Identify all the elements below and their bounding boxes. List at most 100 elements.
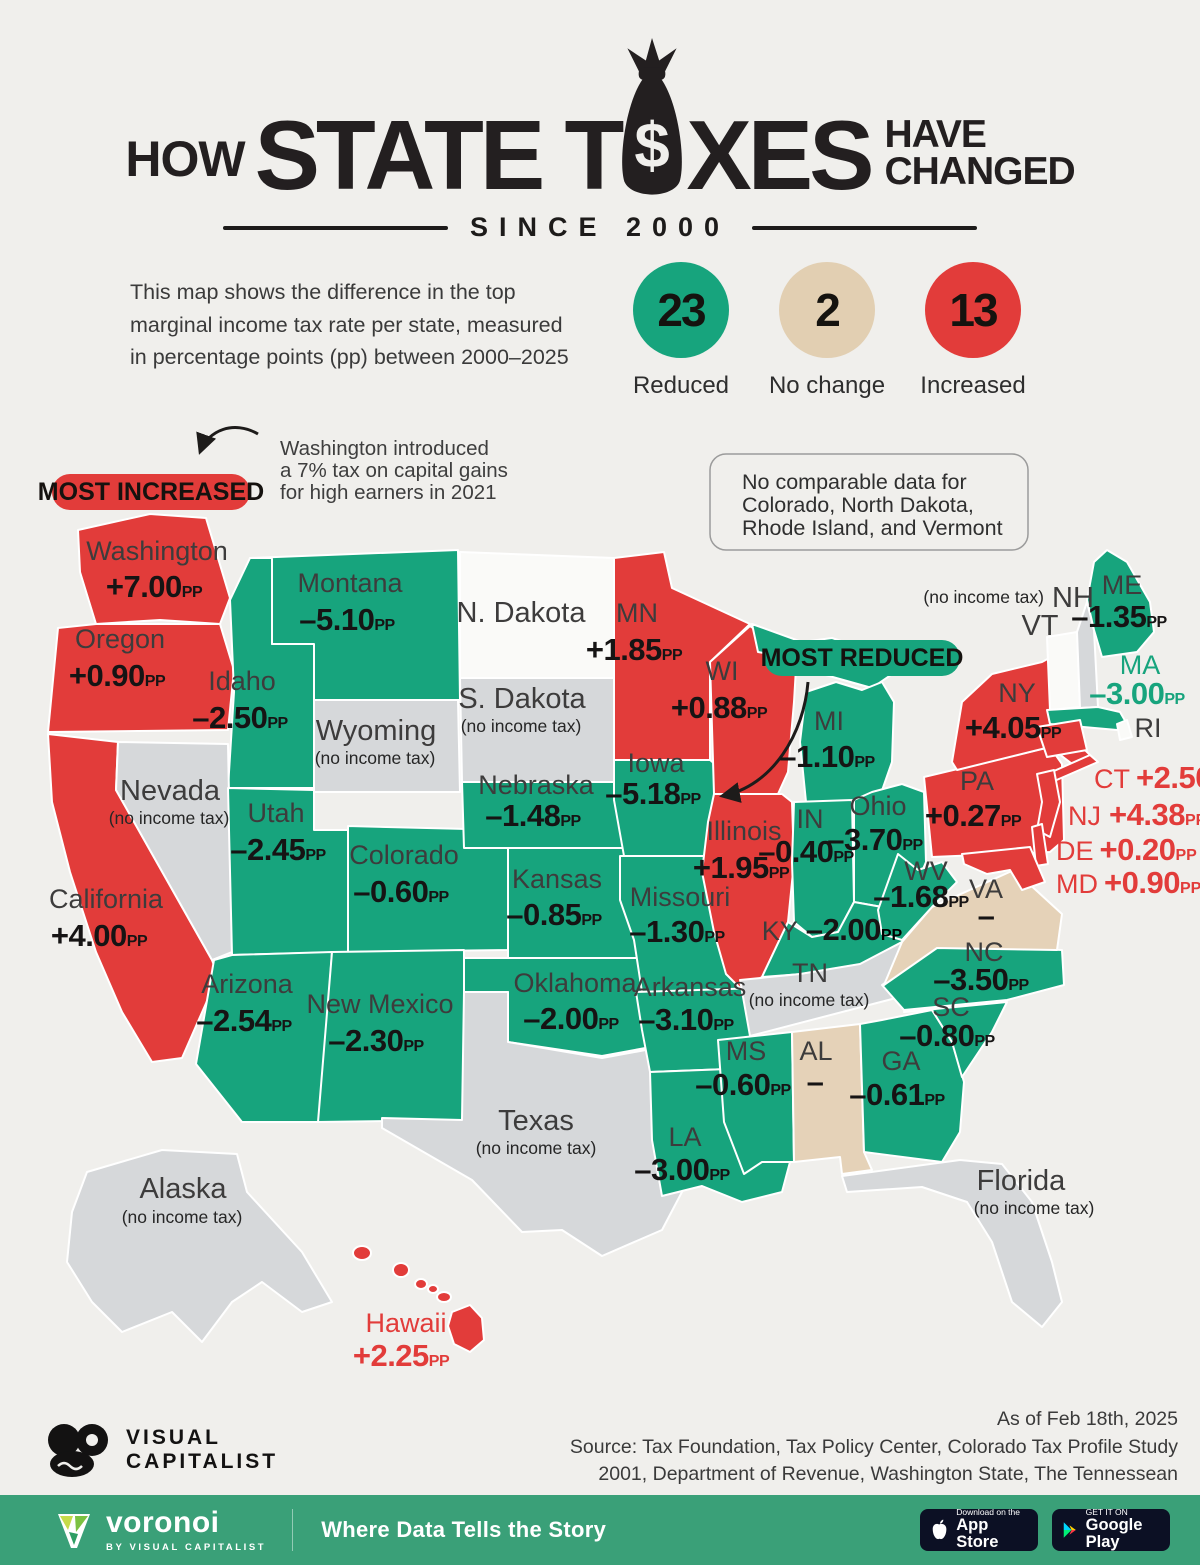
vermont-label: VT (1021, 610, 1058, 642)
maine-value: –1.35PP (1071, 599, 1167, 634)
illinois-value: +1.95PP (693, 850, 790, 885)
washington-label: Washington (86, 536, 228, 566)
kentucky-label: KY –2.00PP (762, 912, 903, 947)
voronoi-wordmark: voronoi (106, 1505, 220, 1539)
arkansas-value: –3.10PP (638, 1002, 734, 1037)
header: HOW STATE T $ XES HAVE CHANGED SINCE 200… (0, 38, 1200, 243)
oregon-label: Oregon (75, 624, 165, 654)
visual-capitalist-logo: VISUAL CAPITALIST (42, 1422, 278, 1478)
new-hampshire-note: (no income tax) (923, 587, 1044, 607)
utah-value: –2.45PP (230, 832, 326, 867)
connecticut-shape (1036, 719, 1088, 758)
indiana-value: –0.40PP (758, 834, 854, 869)
florida-shape (841, 1159, 1063, 1328)
maine-shape (1086, 549, 1155, 658)
alabama-label: AL (799, 1036, 832, 1066)
most-increased-label: MOST INCREASED (38, 478, 264, 506)
new-york-label: NY (998, 678, 1036, 708)
as-of-date: As of Feb 18th, 2025 (996, 1408, 1178, 1430)
minnesota-value: +1.85PP (586, 632, 683, 667)
nebraska-value: –1.48PP (485, 798, 581, 833)
app-store-big-text: App Store (956, 1516, 999, 1552)
missouri-label: Missouri (630, 882, 731, 912)
source-block: As of Feb 18th, 2025 Source: Tax Foundat… (570, 1406, 1178, 1489)
illinois-label: Illinois (706, 816, 781, 846)
hawaii-island (436, 1291, 452, 1303)
new-york-value: +4.05PP (965, 710, 1062, 745)
wyoming-note: (no income tax) (315, 748, 436, 768)
utah-label: Utah (247, 798, 304, 828)
south-carolina-label: SC (932, 992, 970, 1022)
nevada-label: Nevada (120, 775, 221, 807)
delaware-label: DE +0.20PP (1056, 832, 1197, 867)
mississippi-label: MS (726, 1036, 767, 1066)
pennsylvania-value: +0.27PP (925, 798, 1022, 833)
georgia-shape (859, 1009, 965, 1163)
bar-divider (292, 1509, 294, 1551)
new-jersey-label: NJ+4.38PP (1068, 797, 1200, 832)
georgia-label: GA (881, 1046, 920, 1076)
tennessee-label: TN (792, 958, 828, 988)
most-increased-badge (52, 474, 250, 510)
washington-note-line2: a 7% tax on capital gains (280, 459, 508, 482)
arizona-value: –2.54PP (196, 1003, 292, 1038)
oklahoma-label: Oklahoma (513, 968, 637, 998)
reduced-label: Reduced (632, 372, 730, 399)
dollar-sign: $ (635, 110, 670, 181)
legend: 23 Reduced 2 No change 13 Increased (608, 262, 1046, 400)
missouri-value: –1.30PP (629, 914, 725, 949)
minnesota-label: MN (616, 598, 658, 628)
right-rule (752, 225, 978, 230)
idaho-label: Idaho (208, 666, 276, 696)
no-data-line3: Rhode Island, and Vermont (742, 516, 1003, 540)
nevada-note: (no income tax) (109, 808, 230, 828)
hawaii-island (414, 1278, 428, 1290)
title-have: HAVE (884, 112, 986, 156)
florida-label: Florida (977, 1165, 1067, 1197)
maryland-label: MD +0.90PP (1056, 865, 1200, 900)
delaware-shape (1031, 823, 1049, 867)
hawaii-island (427, 1284, 439, 1294)
georgia-value: –0.61PP (849, 1077, 945, 1112)
south-carolina-value: –0.80PP (899, 1018, 995, 1053)
michigan-value: –1.10PP (779, 739, 875, 774)
no-data-line2: Colorado, North Dakota, (742, 493, 974, 517)
no-data-line1: No comparable data for (742, 470, 967, 494)
mississippi-value: –0.60PP (695, 1067, 791, 1102)
montana-label: Montana (297, 568, 403, 598)
north-dakota-label: N. Dakota (457, 597, 587, 629)
ohio-label: Ohio (849, 791, 906, 821)
no-change-label: No change (768, 372, 886, 399)
indiana-label: IN (797, 804, 824, 834)
most-reduced-arrow (719, 681, 810, 803)
massachusetts-value: –3.00PP (1089, 676, 1185, 711)
description-line3: in percentage points (pp) between 2000–2… (130, 345, 569, 370)
west-virginia-shape (877, 853, 958, 941)
legend-no-change: 2 No change (754, 262, 900, 400)
left-rule (222, 225, 448, 230)
rhode-island-label: RI (1135, 713, 1162, 743)
most-increased-arrow (196, 426, 259, 455)
colorado-label: Colorado (349, 840, 459, 870)
visual-capitalist-icon (48, 1424, 108, 1477)
source-line2: 2001, Department of Revenue, Washington … (598, 1463, 1178, 1486)
wisconsin-value: +0.88PP (671, 690, 768, 725)
oregon-value: +0.90PP (69, 658, 166, 693)
apple-icon (932, 1519, 947, 1540)
west-virginia-value: –1.68PP (873, 879, 969, 914)
oklahoma-value: –2.00PP (523, 1001, 619, 1036)
google-play-badge[interactable]: GET IT ON Google Play (1052, 1507, 1170, 1551)
legend-reduced: 23 Reduced (608, 262, 754, 400)
tagline: Where Data Tells the Story (321, 1517, 607, 1542)
maine-label: ME (1102, 570, 1143, 600)
new-mexico-label: New Mexico (306, 989, 453, 1019)
app-store-badge[interactable]: Download on the App Store (920, 1508, 1038, 1552)
kansas-value: –0.85PP (506, 897, 602, 932)
hawaii-big-island (447, 1304, 485, 1353)
nebraska-label: Nebraska (478, 770, 595, 800)
virginia-label: VA (969, 874, 1003, 904)
google-play-small-text: GET IT ON (1085, 1507, 1128, 1518)
pennsylvania-label: PA (960, 766, 994, 796)
title-have-changed: HAVE CHANGED (884, 112, 1075, 191)
